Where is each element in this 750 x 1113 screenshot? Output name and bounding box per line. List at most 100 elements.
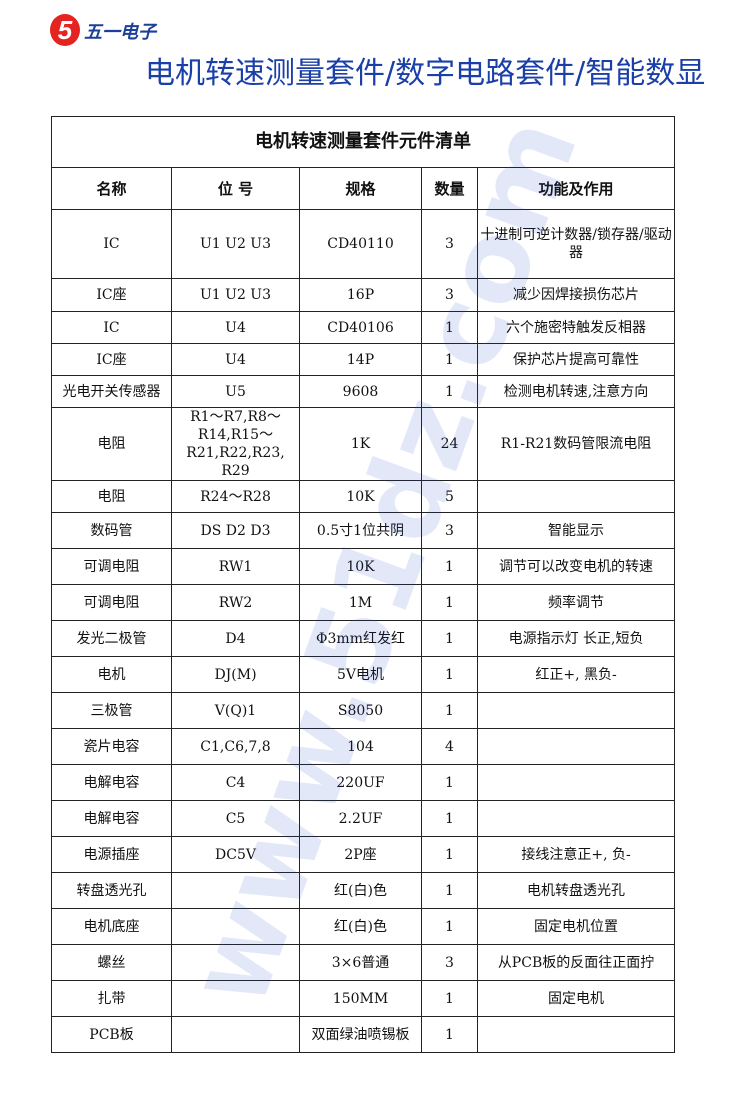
table-row: IC U1 U2 U3 CD40110 3 十进制可逆计数器/锁存器/驱动器 — [51, 209, 676, 279]
cell-name: 电机底座 — [51, 908, 172, 945]
cell-function: 从PCB板的反面往正面拧 — [476, 944, 676, 981]
logo-text: 五一电子 — [84, 22, 156, 43]
cell-designator — [171, 908, 300, 945]
cell-designator: U4 — [171, 343, 300, 376]
table-row: 电机底座 红(白)色 1 固定电机位置 — [51, 908, 676, 945]
cell-designator: R24～R28 — [171, 480, 300, 513]
cell-quantity: 24 — [421, 407, 478, 481]
column-header: 数量 — [421, 167, 478, 210]
cell-name: 电阻 — [51, 407, 172, 481]
logo-mark: 5 — [50, 14, 80, 46]
cell-function: 频率调节 — [476, 584, 676, 621]
cell-function — [476, 1016, 676, 1053]
cell-function: 电源指示灯 长正,短负 — [476, 620, 676, 657]
table-row: 可调电阻 RW1 10K 1 调节可以改变电机的转速 — [51, 548, 676, 585]
cell-quantity: 3 — [421, 209, 478, 279]
cell-quantity: 1 — [421, 872, 478, 909]
cell-name: 电阻 — [51, 480, 172, 513]
cell-name: 光电开关传感器 — [51, 375, 172, 408]
table-row: 光电开关传感器 U5 9608 1 检测电机转速,注意方向 — [51, 375, 676, 408]
cell-spec: 2P座 — [299, 836, 422, 873]
cell-designator: DJ(M) — [171, 656, 300, 693]
cell-quantity: 1 — [421, 656, 478, 693]
table-row: 发光二极管 D4 Φ3mm红发红 1 电源指示灯 长正,短负 — [51, 620, 676, 657]
cell-spec: 16P — [299, 278, 422, 312]
cell-spec: 9608 — [299, 375, 422, 408]
table-row: 螺丝 3×6普通 3 从PCB板的反面往正面拧 — [51, 944, 676, 981]
cell-name: 可调电阻 — [51, 548, 172, 585]
cell-spec: 10K — [299, 480, 422, 513]
cell-quantity: 3 — [421, 944, 478, 981]
component-list-table: 电机转速测量套件元件清单 名称位 号规格 数量 功能及作用 IC U1 U2 U3 CD… — [50, 116, 676, 1053]
cell-name: IC座 — [51, 278, 172, 312]
cell-name: 转盘透光孔 — [51, 872, 172, 909]
cell-function: 十进制可逆计数器/锁存器/驱动器 — [476, 209, 676, 279]
cell-quantity: 1 — [421, 311, 478, 344]
cell-spec: 1K — [299, 407, 422, 481]
cell-function: 固定电机位置 — [476, 908, 676, 945]
cell-designator: RW1 — [171, 548, 300, 585]
cell-name: 电解电容 — [51, 800, 172, 837]
cell-function — [476, 728, 676, 765]
cell-name: 可调电阻 — [51, 584, 172, 621]
cell-spec: 双面绿油喷锡板 — [299, 1016, 422, 1053]
cell-function: 检测电机转速,注意方向 — [476, 375, 676, 408]
cell-spec: Φ3mm红发红 — [299, 620, 422, 657]
table-row: 转盘透光孔 红(白)色 1 电机转盘透光孔 — [51, 872, 676, 909]
cell-function: 固定电机 — [476, 980, 676, 1017]
table-title: 电机转速测量套件元件清单 — [50, 116, 676, 168]
column-header: 名称 — [51, 167, 172, 210]
cell-designator: C4 — [171, 764, 300, 801]
cell-designator — [171, 944, 300, 981]
cell-spec: 220UF — [299, 764, 422, 801]
cell-spec: S8050 — [299, 692, 422, 729]
cell-name: 螺丝 — [51, 944, 172, 981]
page-headline: 电机转速测量套件/数字电路套件/智能数显 — [145, 56, 706, 91]
cell-quantity: 1 — [421, 1016, 478, 1053]
cell-spec: 红(白)色 — [299, 872, 422, 909]
cell-designator — [171, 1016, 300, 1053]
cell-quantity: 1 — [421, 620, 478, 657]
cell-quantity: 3 — [421, 278, 478, 312]
cell-quantity: 1 — [421, 343, 478, 376]
cell-quantity: 1 — [421, 836, 478, 873]
cell-quantity: 1 — [421, 584, 478, 621]
cell-function: 调节可以改变电机的转速 — [476, 548, 676, 585]
cell-function — [476, 764, 676, 801]
cell-name: 电解电容 — [51, 764, 172, 801]
cell-function: 六个施密特触发反相器 — [476, 311, 676, 344]
cell-quantity: 1 — [421, 764, 478, 801]
cell-spec: CD40106 — [299, 311, 422, 344]
cell-quantity: 3 — [421, 512, 478, 549]
cell-designator: V(Q)1 — [171, 692, 300, 729]
table-row: 电解电容 C4 220UF 1 — [51, 764, 676, 801]
cell-name: 瓷片电容 — [51, 728, 172, 765]
table-row: 电源插座 DC5V 2P座 1 接线注意正+, 负- — [51, 836, 676, 873]
cell-quantity: 1 — [421, 375, 478, 408]
cell-designator: RW2 — [171, 584, 300, 621]
cell-function: 电机转盘透光孔 — [476, 872, 676, 909]
cell-designator: U1 U2 U3 — [171, 278, 300, 312]
cell-name: 电源插座 — [51, 836, 172, 873]
cell-name: 扎带 — [51, 980, 172, 1017]
table-row: IC U4 CD40106 1 六个施密特触发反相器 — [51, 311, 676, 344]
cell-designator: DC5V — [171, 836, 300, 873]
cell-spec: 150MM — [299, 980, 422, 1017]
cell-designator — [171, 980, 300, 1017]
table-row: 电阻 R24～R28 10K 5 — [51, 480, 676, 513]
column-header: 功能及作用 — [476, 167, 676, 210]
cell-designator: D4 — [171, 620, 300, 657]
cell-spec: 2.2UF — [299, 800, 422, 837]
cell-function: 智能显示 — [476, 512, 676, 549]
cell-designator: U5 — [171, 375, 300, 408]
cell-spec: 104 — [299, 728, 422, 765]
table-row: 瓷片电容 C1,C6,7,8 104 4 — [51, 728, 676, 765]
cell-quantity: 5 — [421, 480, 478, 513]
cell-designator: U1 U2 U3 — [171, 209, 300, 279]
cell-spec: 5V电机 — [299, 656, 422, 693]
cell-name: IC — [51, 311, 172, 344]
table-row: 电机 DJ(M) 5V电机 1 红正+, 黑负- — [51, 656, 676, 693]
cell-name: 发光二极管 — [51, 620, 172, 657]
cell-designator: C5 — [171, 800, 300, 837]
table-row: 电解电容 C5 2.2UF 1 — [51, 800, 676, 837]
